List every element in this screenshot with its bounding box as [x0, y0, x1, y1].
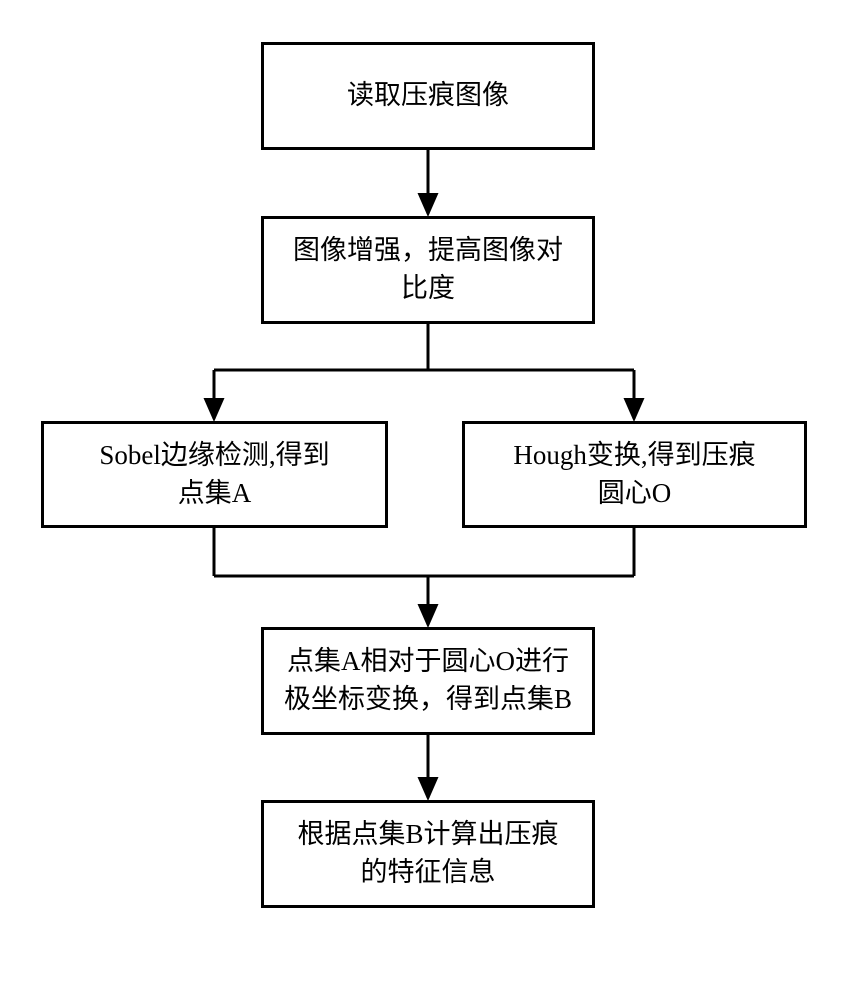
- flow-node-compute: 根据点集B计算出压痕 的特征信息: [261, 800, 595, 908]
- flow-node-label: 图像增强，提高图像对 比度: [293, 232, 563, 308]
- flow-node-enhance: 图像增强，提高图像对 比度: [261, 216, 595, 324]
- flow-node-hough: Hough变换,得到压痕 圆心O: [462, 421, 807, 528]
- flow-node-label: 根据点集B计算出压痕 的特征信息: [297, 816, 558, 892]
- flow-node-label: Sobel边缘检测,得到 点集A: [99, 437, 329, 513]
- flow-node-read-image: 读取压痕图像: [261, 42, 595, 150]
- flow-node-label: 点集A相对于圆心O进行 极坐标变换，得到点集B: [284, 643, 572, 719]
- flow-node-sobel: Sobel边缘检测,得到 点集A: [41, 421, 388, 528]
- flow-node-polar: 点集A相对于圆心O进行 极坐标变换，得到点集B: [261, 627, 595, 735]
- flow-node-label: 读取压痕图像: [347, 77, 509, 115]
- flow-node-label: Hough变换,得到压痕 圆心O: [513, 437, 755, 513]
